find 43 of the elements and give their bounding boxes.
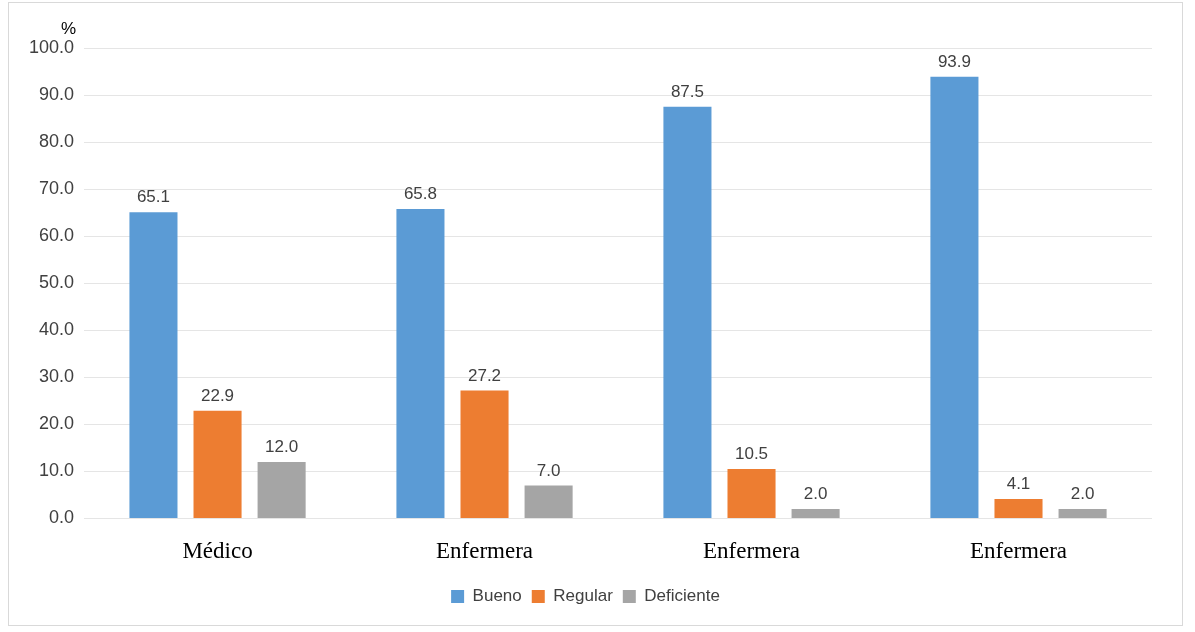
data-label: 2.0 (803, 484, 828, 504)
data-label: 12.0 (265, 437, 299, 457)
y-tick-label: 20.0 (39, 413, 75, 434)
bar (791, 508, 840, 518)
x-tick-label: Enfermera (436, 538, 534, 564)
legend-label: Bueno (472, 586, 522, 606)
data-label: 87.5 (670, 81, 704, 101)
x-tick-label: Médico (182, 538, 253, 564)
y-tick-label: 0.0 (49, 507, 75, 528)
bar (193, 410, 242, 518)
legend-label: Regular (553, 586, 614, 606)
x-tick-label: Enfermera (702, 538, 801, 564)
data-label: 2.0 (1070, 484, 1095, 504)
y-tick-label: 10.0 (39, 460, 75, 481)
bar (129, 212, 178, 518)
data-label: 4.1 (1006, 474, 1031, 494)
x-tick-label: Enfermera (969, 538, 1068, 564)
y-tick-label: 90.0 (39, 84, 75, 105)
y-tick-label: 50.0 (39, 272, 75, 293)
y-tick-label: 30.0 (39, 366, 75, 387)
bar (994, 499, 1043, 518)
bar (257, 461, 306, 518)
bar (460, 390, 509, 518)
data-label: 65.8 (403, 184, 437, 204)
y-tick-label: 60.0 (39, 225, 75, 246)
y-tick-label: 70.0 (39, 178, 75, 199)
y-tick-label: 80.0 (39, 131, 75, 152)
bar (663, 106, 712, 518)
y-tick-label: 100.0 (29, 36, 75, 57)
y-tick-label: 40.0 (39, 319, 75, 340)
y-axis-title: % (60, 19, 77, 39)
bar (1058, 508, 1107, 518)
bar (396, 208, 445, 518)
legend-label: Deficiente (644, 586, 720, 606)
data-label: 27.2 (467, 365, 502, 385)
data-label: 7.0 (536, 460, 561, 480)
bar (727, 469, 776, 518)
data-label: 65.1 (136, 187, 171, 207)
data-label: 22.9 (200, 385, 235, 405)
data-label: 10.5 (734, 444, 769, 464)
bar (930, 76, 979, 518)
bar (524, 485, 573, 518)
data-label: 93.9 (937, 51, 971, 71)
